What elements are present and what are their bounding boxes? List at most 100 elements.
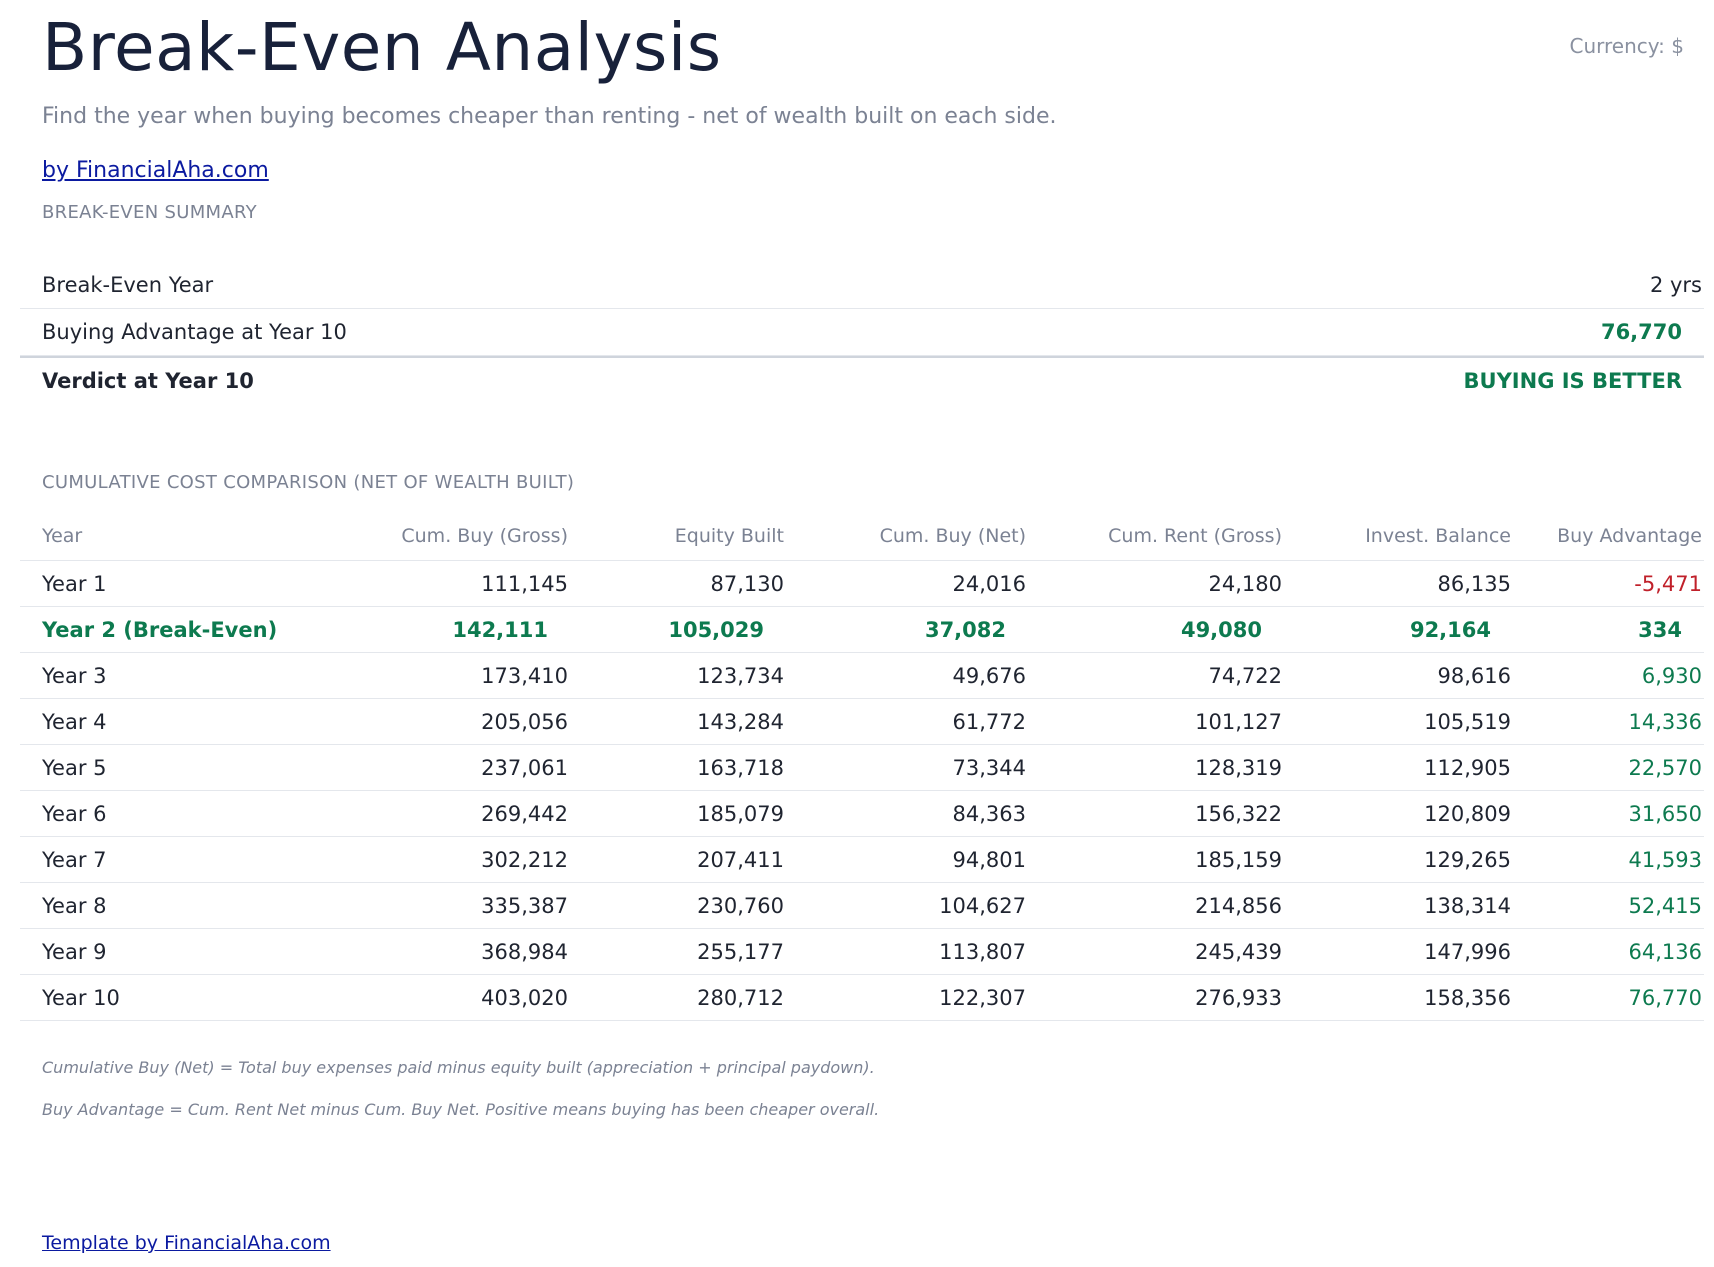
- table-row: Year 1 111,145 87,130 24,016 24,180 86,135 -5,…: [20, 561, 1704, 607]
- table-cell: 31,650: [1628, 802, 1702, 826]
- table-cell: 163,718: [697, 756, 784, 780]
- table-cell: 255,177: [697, 940, 784, 964]
- table-cell: 64,136: [1628, 940, 1702, 964]
- table-cell: 41,593: [1628, 848, 1702, 872]
- column-header: Buy Advantage: [1557, 525, 1702, 547]
- table-cell: 205,056: [481, 710, 568, 734]
- table-cell: 237,061: [481, 756, 568, 780]
- table-cell: 6,930: [1641, 664, 1702, 688]
- table-cell: 269,442: [481, 802, 568, 826]
- table-cell: 123,734: [697, 664, 784, 688]
- table-cell: -5,471: [1634, 572, 1702, 596]
- table-cell: 138,314: [1424, 894, 1511, 918]
- table-cell: 120,809: [1424, 802, 1511, 826]
- table-cell: 276,933: [1195, 986, 1282, 1010]
- table-cell: 49,080: [1180, 618, 1262, 642]
- table-cell: 368,984: [481, 940, 568, 964]
- table-row: Year 3 173,410 123,734 49,676 74,722 98,616 6,…: [20, 653, 1704, 699]
- table-row: Year 4 205,056 143,284 61,772 101,127 105,519…: [20, 699, 1704, 745]
- row-year-cell: Year 5: [42, 756, 107, 780]
- table-cell: 185,079: [697, 802, 784, 826]
- comparison-section-label: CUMULATIVE COST COMPARISON (NET OF WEALT…: [42, 472, 575, 493]
- table-cell: 147,996: [1424, 940, 1511, 964]
- summary-section-label: BREAK-EVEN SUMMARY: [42, 202, 257, 223]
- summary-label: Verdict at Year 10: [42, 369, 254, 393]
- page-title: Break-Even Analysis: [42, 9, 722, 86]
- table-cell: 73,344: [952, 756, 1026, 780]
- table-cell: 113,807: [939, 940, 1026, 964]
- table-cell: 173,410: [481, 664, 568, 688]
- summary-label: Buying Advantage at Year 10: [42, 320, 347, 344]
- table-row: Year 7 302,212 207,411 94,801 185,159 129,265…: [20, 837, 1704, 883]
- table-cell: 230,760: [697, 894, 784, 918]
- table-cell: 87,130: [710, 572, 784, 596]
- byline-link[interactable]: by FinancialAha.com: [42, 158, 269, 183]
- table-cell: 84,363: [952, 802, 1026, 826]
- table-cell: 101,127: [1195, 710, 1282, 734]
- table-cell: 245,439: [1195, 940, 1282, 964]
- table-row: Year 9 368,984 255,177 113,807 245,439 147,99…: [20, 929, 1704, 975]
- row-year-cell: Year 3: [42, 664, 107, 688]
- table-cell: 74,722: [1208, 664, 1282, 688]
- table-cell: 122,307: [939, 986, 1026, 1010]
- table-cell: 334: [1638, 618, 1682, 642]
- table-cell: 49,676: [952, 664, 1026, 688]
- table-row-highlighted: Year 2 (Break-Even) 142,111 105,029 37,082 4…: [20, 607, 1704, 653]
- table-cell: 61,772: [952, 710, 1026, 734]
- table-cell: 24,016: [952, 572, 1026, 596]
- table-row: Year 10 403,020 280,712 122,307 276,933 158,3…: [20, 975, 1704, 1021]
- table-cell: 158,356: [1424, 986, 1511, 1010]
- table-cell: 128,319: [1195, 756, 1282, 780]
- table-cell: 105,519: [1424, 710, 1511, 734]
- column-header: Invest. Balance: [1365, 525, 1511, 547]
- row-year-cell: Year 6: [42, 802, 107, 826]
- comparison-table: Year Cum. Buy (Gross) Equity Built Cum. …: [20, 514, 1704, 1021]
- column-header: Equity Built: [674, 525, 784, 547]
- table-row: Year 5 237,061 163,718 73,344 128,319 112,905…: [20, 745, 1704, 791]
- row-year-cell: Year 4: [42, 710, 107, 734]
- table-cell: 104,627: [939, 894, 1026, 918]
- row-year-cell: Year 7: [42, 848, 107, 872]
- row-year-cell: Year 8: [42, 894, 107, 918]
- table-cell: 52,415: [1628, 894, 1702, 918]
- column-header: Year: [42, 525, 83, 547]
- table-cell: 86,135: [1437, 572, 1511, 596]
- table-cell: 76,770: [1628, 986, 1702, 1010]
- summary-value: 76,770: [1600, 320, 1682, 344]
- summary-row-break-even-year: Break-Even Year 2 yrs: [20, 262, 1704, 309]
- table-cell: 98,616: [1437, 664, 1511, 688]
- table-cell: 335,387: [481, 894, 568, 918]
- table-cell: 111,145: [481, 572, 568, 596]
- table-cell: 156,322: [1195, 802, 1282, 826]
- table-header-row: Year Cum. Buy (Gross) Equity Built Cum. …: [20, 514, 1704, 561]
- table-cell: 403,020: [481, 986, 568, 1010]
- row-year-cell: Year 1: [42, 572, 107, 596]
- table-cell: 280,712: [697, 986, 784, 1010]
- table-cell: 185,159: [1195, 848, 1282, 872]
- footnote: Cumulative Buy (Net) = Total buy expense…: [42, 1058, 875, 1077]
- table-cell: 37,082: [924, 618, 1006, 642]
- table-cell: 214,856: [1195, 894, 1282, 918]
- column-header: Cum. Rent (Gross): [1108, 525, 1282, 547]
- table-cell: 207,411: [697, 848, 784, 872]
- summary-panel: Break-Even Year 2 yrs Buying Advantage a…: [20, 262, 1704, 404]
- table-cell: 92,164: [1409, 618, 1491, 642]
- table-cell: 112,905: [1424, 756, 1511, 780]
- summary-label: Break-Even Year: [42, 273, 214, 297]
- footnote: Buy Advantage = Cum. Rent Net minus Cum.…: [42, 1100, 880, 1119]
- table-cell: 24,180: [1208, 572, 1282, 596]
- currency-label: Currency: $: [1569, 34, 1684, 58]
- table-cell: 129,265: [1424, 848, 1511, 872]
- summary-row-verdict: Verdict at Year 10 BUYING IS BETTER: [20, 356, 1704, 404]
- table-cell: 22,570: [1628, 756, 1702, 780]
- row-year-cell: Year 10: [42, 986, 120, 1010]
- row-year-cell: Year 9: [42, 940, 107, 964]
- table-cell: 105,029: [668, 618, 764, 642]
- table-cell: 14,336: [1628, 710, 1702, 734]
- table-cell: 302,212: [481, 848, 568, 872]
- footer-link[interactable]: Template by FinancialAha.com: [42, 1232, 331, 1254]
- table-body: Year 1 111,145 87,130 24,016 24,180 86,135 -5,…: [20, 561, 1704, 1021]
- table-cell: 94,801: [952, 848, 1026, 872]
- row-year-cell: Year 2 (Break-Even): [42, 618, 278, 642]
